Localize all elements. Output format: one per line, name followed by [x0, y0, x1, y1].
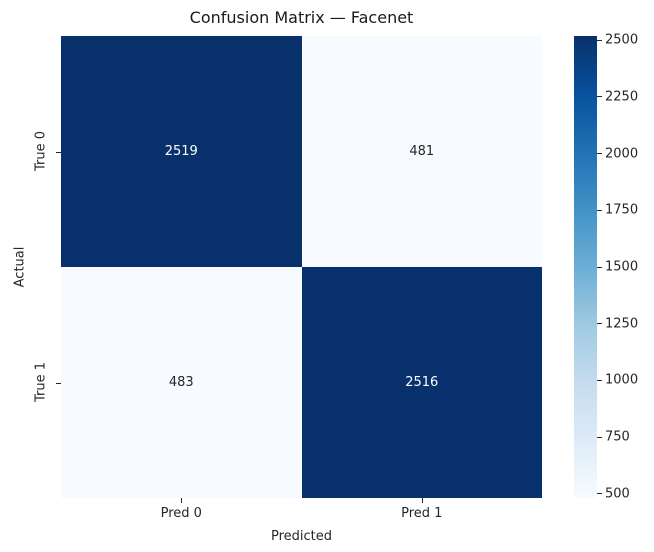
colorbar-tick-mark: [597, 209, 602, 211]
x-axis-tick-labels: Pred 0 Pred 1: [61, 506, 542, 522]
axis-tick-mark: [56, 382, 61, 384]
cell-value: 2516: [405, 375, 439, 390]
y-axis-label: Actual: [12, 246, 28, 288]
cell-value: 2519: [164, 144, 198, 159]
chart-title: Confusion Matrix — Facenet: [189, 8, 414, 27]
colorbar-tick-mark: [597, 266, 602, 268]
colorbar-tick-label: 750: [605, 429, 630, 445]
y-tick-label: True 1: [33, 361, 49, 403]
colorbar-tick-mark: [597, 493, 602, 495]
x-tick-label: Pred 1: [401, 506, 443, 521]
y-tick-label: True 0: [33, 130, 49, 172]
colorbar-tick-mark: [597, 323, 602, 325]
colorbar-tick-mark: [597, 96, 602, 98]
heatmap-cell-r0c0: 2519: [61, 36, 302, 267]
heatmap-cell-r1c0: 483: [61, 267, 302, 498]
axis-tick-mark: [56, 151, 61, 153]
colorbar-tick-label: 500: [605, 486, 630, 502]
colorbar-tick-label: 1250: [605, 316, 639, 332]
colorbar-tick-label: 1000: [605, 372, 639, 388]
x-axis-label: Predicted: [270, 529, 333, 544]
colorbar-tick-mark: [597, 153, 602, 155]
colorbar-gradient: [574, 36, 597, 498]
x-tick-label: Pred 0: [160, 506, 202, 521]
cell-value: 481: [409, 144, 435, 159]
colorbar-tick-mark: [597, 379, 602, 381]
axis-tick-mark: [181, 498, 183, 503]
cell-value: 483: [168, 375, 194, 390]
colorbar-tick-label: 1750: [605, 202, 639, 218]
colorbar-tick-mark: [597, 436, 602, 438]
heatmap-cell-r0c1: 481: [301, 36, 542, 267]
heatmap-cell-r1c1: 2516: [301, 267, 542, 498]
colorbar-tick-label: 1500: [605, 259, 639, 275]
axis-tick-mark: [421, 498, 423, 503]
heatmap: 2519 481 483 2516: [61, 36, 542, 498]
colorbar-tick-label: 2500: [605, 32, 639, 48]
colorbar-tick-mark: [597, 39, 602, 41]
colorbar-tick-label: 2000: [605, 146, 639, 162]
colorbar-tick-label: 2250: [605, 89, 639, 105]
